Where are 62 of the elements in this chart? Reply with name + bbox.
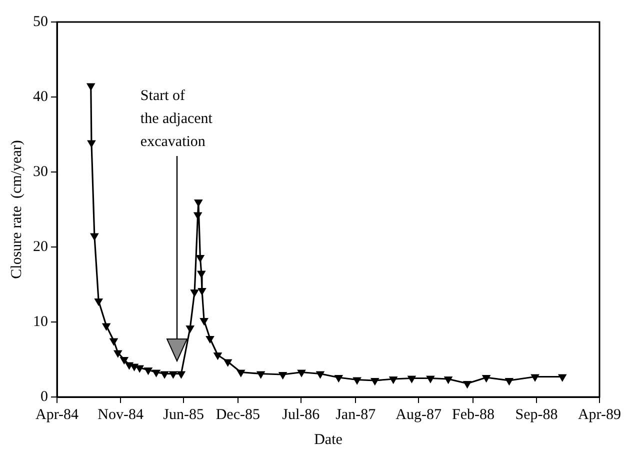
point [298, 370, 306, 377]
point [190, 289, 198, 296]
y-axis-title: Closure rate (cm/year) [8, 140, 25, 279]
x-tick-label: Jul-86 [282, 406, 320, 423]
point [169, 371, 177, 378]
point [444, 376, 452, 384]
point [408, 376, 416, 383]
point [120, 356, 128, 364]
x-tick-label: Sep-88 [515, 406, 558, 423]
x-tick-label: Jan-87 [336, 406, 376, 423]
x-tick-label: Apr-89 [578, 406, 622, 423]
point [237, 370, 245, 377]
point [371, 378, 379, 385]
point [198, 270, 206, 278]
y-tick-label: 20 [33, 238, 48, 255]
point [463, 380, 472, 388]
point [114, 350, 122, 358]
x-tick-label: Nov-84 [98, 406, 144, 423]
point [152, 370, 160, 377]
point [214, 352, 222, 360]
y-tick-label: 0 [40, 388, 48, 405]
point [224, 359, 232, 366]
y-tick-label: 10 [33, 314, 48, 330]
point [194, 199, 202, 206]
point [426, 376, 434, 383]
point [389, 376, 398, 384]
x-tick-label: Aug-87 [396, 406, 442, 423]
point [186, 325, 194, 332]
point [206, 336, 214, 343]
point [144, 367, 152, 374]
point [87, 83, 95, 90]
point [278, 372, 287, 379]
point [90, 233, 98, 240]
point [558, 374, 566, 382]
x-tick-label: Feb-88 [452, 406, 494, 423]
point [136, 365, 144, 372]
point [160, 371, 168, 378]
point [130, 364, 138, 371]
y-tick-label: 50 [33, 14, 48, 30]
point [200, 318, 208, 325]
point [353, 377, 361, 384]
point [102, 323, 110, 330]
point [256, 371, 265, 378]
point [94, 298, 102, 306]
x-tick-label: Apr-84 [35, 406, 80, 423]
point [88, 140, 96, 148]
annotation: Start of the adjacent excavation [140, 88, 214, 150]
point [196, 254, 204, 262]
point [198, 288, 206, 295]
point [482, 374, 490, 382]
x-tick-label: Dec-85 [216, 406, 260, 423]
x-tick-label: Jun-85 [163, 406, 204, 423]
x-axis-title: Date [314, 432, 343, 448]
point [531, 374, 539, 382]
y-tick-label: 40 [33, 88, 48, 105]
point [334, 374, 342, 382]
point [316, 371, 324, 378]
point [505, 378, 514, 385]
point [110, 338, 118, 346]
point [194, 212, 202, 220]
y-tick-label: 30 [33, 164, 48, 180]
point [177, 371, 186, 378]
